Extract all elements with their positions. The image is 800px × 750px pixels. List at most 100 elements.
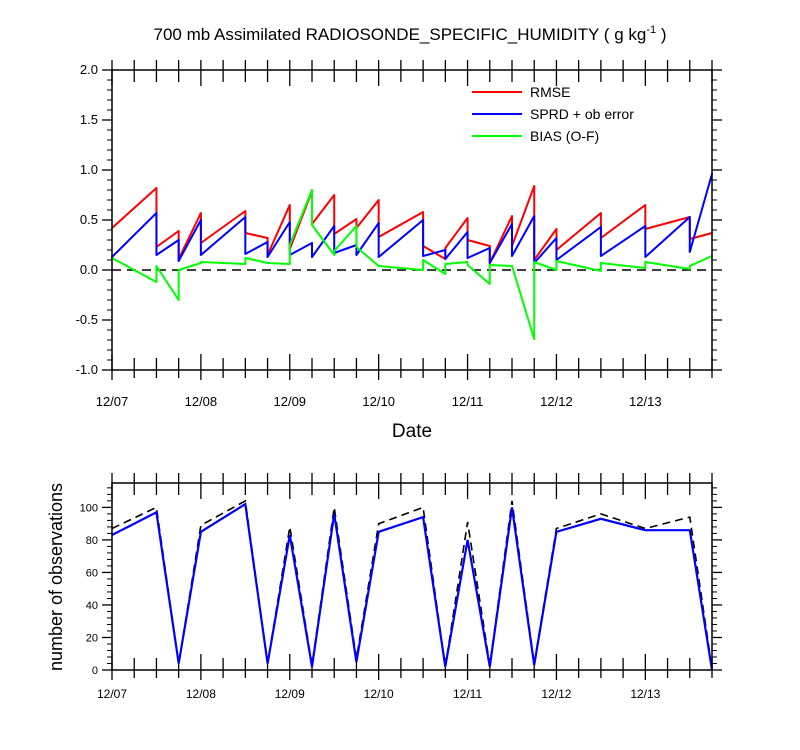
bottom-ytick-label: 100 — [80, 502, 98, 514]
chart-title-text: 700 mb Assimilated RADIOSONDE_SPECIFIC_H… — [154, 25, 647, 44]
bottom-tick-labels: 0 20 40 60 80 100 12/07 12/08 12/09 12/10 12/11 12/… — [80, 502, 661, 701]
sprd-segment — [333, 244, 358, 254]
top-ytick-label: -1.0 — [76, 362, 98, 377]
sprd-segment — [244, 241, 269, 255]
sprd-segment — [511, 215, 536, 257]
sprd-segment — [488, 223, 513, 264]
bottom-xtick-label: 12/12 — [541, 687, 571, 701]
obs-possible-line — [111, 499, 713, 669]
top-plot-frame — [111, 69, 713, 371]
bias-segment — [488, 264, 513, 267]
sprd-segment — [199, 216, 247, 256]
chart-title-superscript: -1 — [646, 24, 656, 36]
bottom-ytick-label: 40 — [86, 600, 98, 612]
rmse-segment — [311, 194, 336, 225]
sprd-segment — [688, 173, 713, 253]
bias-segment — [244, 257, 269, 264]
bottom-xtick-label: 12/08 — [186, 687, 216, 701]
bias-segment — [422, 259, 447, 275]
rmse-segment — [644, 216, 691, 230]
rmse-segment — [533, 228, 558, 261]
bias-segment — [444, 261, 469, 265]
bottom-ytick-label: 0 — [92, 665, 98, 677]
top-xtick-label: 12/12 — [540, 394, 573, 409]
legend-label-bias: BIAS (O-F) — [530, 128, 599, 144]
top-ytick-label: 0.5 — [80, 212, 98, 227]
bias-segment — [533, 261, 558, 271]
bias-segment — [599, 262, 647, 269]
bias-segment — [311, 224, 336, 256]
rmse-segment — [599, 204, 647, 239]
bias-segment — [377, 265, 425, 271]
rmse-segment — [266, 204, 291, 256]
sprd-segment — [466, 247, 491, 259]
rmse-segment — [355, 199, 380, 229]
sprd-segment — [444, 231, 469, 260]
top-xtick-label: 12/11 — [452, 394, 484, 409]
bias-segment — [199, 261, 247, 265]
sprd-segment — [533, 237, 558, 264]
series-rmse — [111, 185, 713, 264]
rmse-segment — [466, 239, 491, 247]
bias-segment — [555, 260, 602, 272]
bottom-xtick-label: 12/13 — [630, 687, 660, 701]
bias-segment — [466, 264, 491, 285]
bias-segment — [355, 246, 380, 267]
rmse-segment — [199, 210, 247, 244]
top-xtick-label: 12/07 — [96, 394, 129, 409]
bottom-ytick-label: 20 — [86, 632, 98, 644]
top-ytick-label: 2.0 — [80, 62, 98, 77]
top-xtick-label: 12/13 — [629, 394, 662, 409]
bias-segment — [288, 189, 313, 246]
top-chart: 700 mb Assimilated RADIOSONDE_SPECIFIC_H… — [76, 24, 722, 442]
bottom-xtick-label: 12/11 — [453, 687, 482, 701]
top-ytick-label: 1.5 — [80, 112, 98, 127]
bottom-chart: 0 20 40 60 80 100 12/07 12/08 12/09 12/10 12/11 12/… — [46, 473, 722, 701]
bias-segment — [688, 255, 713, 267]
rmse-segment — [244, 232, 269, 239]
bottom-xtick-label: 12/10 — [364, 687, 394, 701]
top-ytick-label: 0.0 — [80, 262, 98, 277]
bottom-axis-ticks — [102, 473, 722, 680]
top-axis-ticks — [102, 60, 722, 380]
legend-label-rmse: RMSE — [530, 84, 570, 100]
chart-title-end: ) — [656, 25, 666, 44]
bottom-ytick-label: 60 — [86, 567, 98, 579]
sprd-segment — [177, 219, 202, 262]
rmse-segment — [177, 212, 202, 260]
rmse-segment — [511, 185, 536, 247]
bias-segment — [644, 261, 691, 270]
bias-segment — [266, 262, 291, 265]
series-bias — [111, 189, 713, 340]
rmse-segment — [555, 212, 602, 251]
sprd-segment — [266, 221, 291, 258]
top-series — [111, 173, 713, 340]
bias-segment — [333, 225, 358, 252]
top-tick-labels: -1.0 -0.5 0.0 0.5 1.0 1.5 2.0 12/07 12/08 12/09 12… — [76, 62, 662, 409]
sprd-segment — [599, 225, 647, 257]
top-ytick-label: -0.5 — [76, 312, 98, 327]
top-ytick-label: 1.0 — [80, 162, 98, 177]
rmse-segment — [377, 211, 425, 238]
sprd-segment — [555, 226, 602, 261]
rmse-segment — [155, 230, 180, 248]
sprd-segment — [288, 242, 313, 256]
bottom-ytick-label: 80 — [86, 535, 98, 547]
rmse-segment — [444, 217, 469, 249]
obs-used-line — [111, 502, 714, 671]
legend-label-sprd: SPRD + ob error — [530, 106, 634, 122]
bottom-xtick-label: 12/07 — [97, 687, 127, 701]
sprd-segment — [422, 249, 447, 257]
bias-segment — [155, 265, 180, 301]
bias-segment — [111, 257, 158, 283]
series-sprd — [111, 173, 713, 264]
bottom-plot-frame — [111, 482, 713, 671]
sprd-segment — [377, 219, 425, 258]
x-axis-label: Date — [392, 421, 432, 442]
rmse-segment — [111, 187, 158, 229]
bottom-xtick-label: 12/09 — [275, 687, 305, 701]
top-xtick-label: 12/10 — [362, 394, 395, 409]
legend: RMSE SPRD + ob error BIAS (O-F) — [472, 84, 634, 144]
top-xtick-label: 12/08 — [185, 394, 218, 409]
